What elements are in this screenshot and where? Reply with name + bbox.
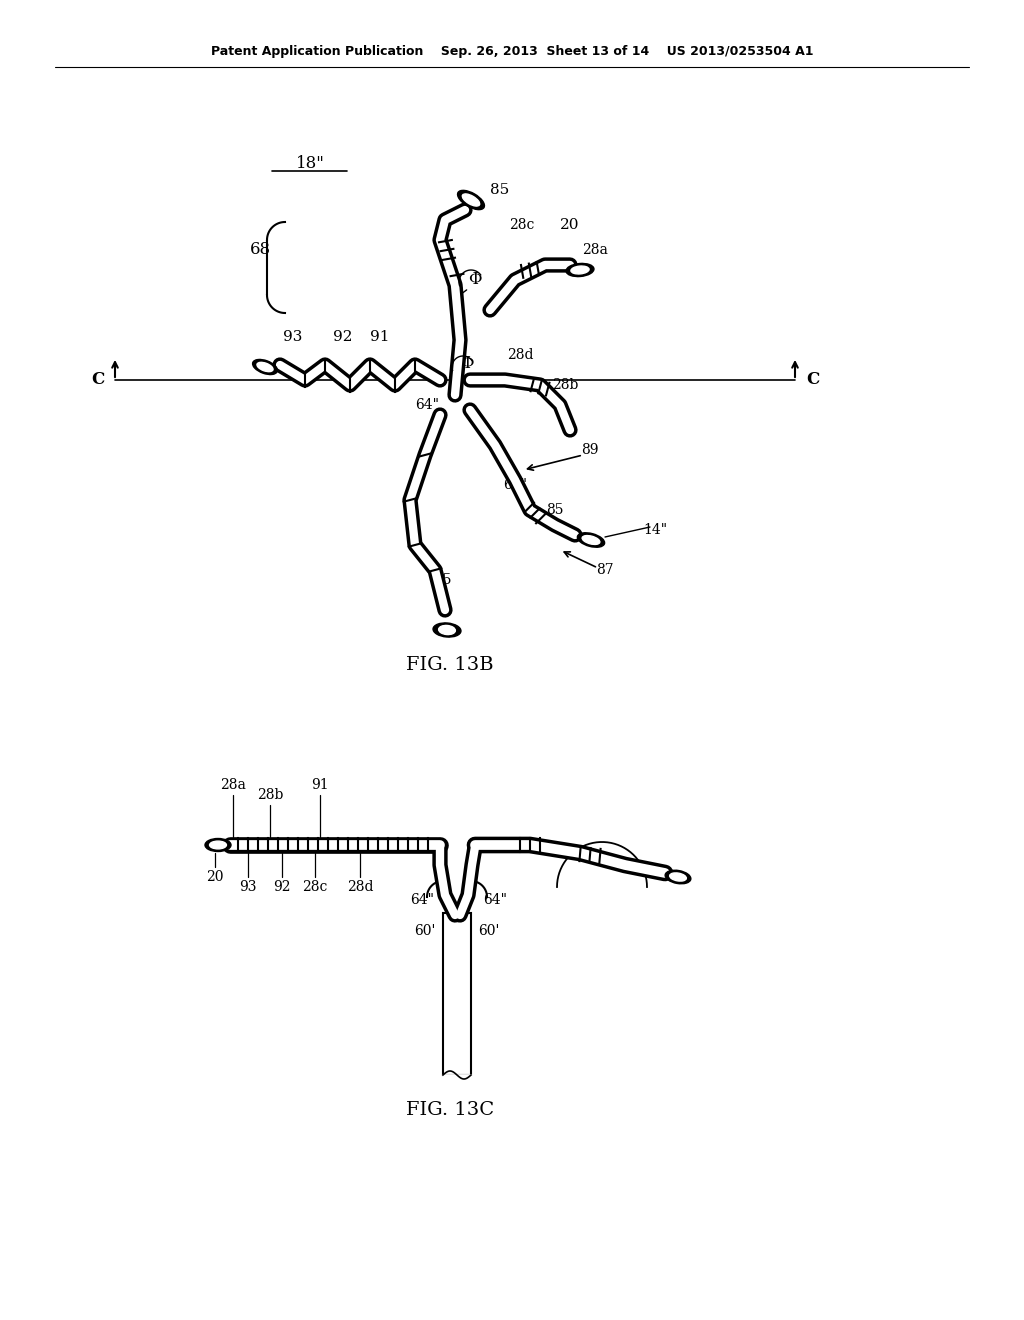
Text: 93: 93	[240, 880, 257, 894]
Text: 28d: 28d	[507, 348, 534, 362]
Ellipse shape	[583, 536, 600, 544]
Text: 64": 64"	[483, 894, 507, 907]
Text: 28c: 28c	[509, 218, 535, 232]
Text: 68: 68	[250, 242, 270, 259]
Text: 28a: 28a	[220, 777, 246, 792]
Ellipse shape	[666, 870, 691, 884]
FancyBboxPatch shape	[443, 913, 471, 1074]
Text: FIG. 13C: FIG. 13C	[406, 1101, 494, 1119]
Text: 92: 92	[273, 880, 291, 894]
Text: 64": 64"	[410, 894, 434, 907]
Text: 92: 92	[333, 330, 352, 345]
Text: 18": 18"	[296, 154, 325, 172]
Text: C: C	[806, 371, 819, 388]
Ellipse shape	[257, 362, 273, 372]
Text: 20: 20	[560, 218, 580, 232]
Ellipse shape	[253, 359, 278, 375]
Ellipse shape	[205, 838, 231, 851]
Text: 28c: 28c	[302, 880, 328, 894]
Text: 60': 60'	[478, 924, 500, 939]
Text: 28d: 28d	[347, 880, 374, 894]
Text: 28b: 28b	[552, 378, 579, 392]
Ellipse shape	[578, 533, 604, 548]
Ellipse shape	[210, 841, 226, 849]
Text: 91: 91	[371, 330, 390, 345]
Ellipse shape	[458, 190, 484, 210]
Ellipse shape	[571, 267, 589, 275]
Ellipse shape	[670, 873, 686, 882]
Text: 85: 85	[434, 573, 452, 587]
Text: 85: 85	[490, 183, 510, 197]
Text: 28a: 28a	[582, 243, 608, 257]
Text: 89: 89	[582, 444, 599, 457]
Text: C: C	[91, 371, 104, 388]
Text: 91: 91	[311, 777, 329, 792]
Text: 64": 64"	[415, 399, 439, 412]
Text: 93: 93	[284, 330, 303, 345]
Text: 60': 60'	[415, 924, 435, 939]
Text: 28b: 28b	[257, 788, 284, 803]
Text: 87: 87	[596, 564, 613, 577]
Ellipse shape	[462, 194, 479, 206]
Text: Φ: Φ	[460, 355, 474, 371]
Text: 64": 64"	[503, 478, 527, 492]
Text: 14": 14"	[643, 523, 667, 537]
Text: Φ: Φ	[468, 272, 481, 289]
Ellipse shape	[566, 264, 594, 277]
Text: FIG. 13B: FIG. 13B	[407, 656, 494, 675]
Text: Patent Application Publication    Sep. 26, 2013  Sheet 13 of 14    US 2013/02535: Patent Application Publication Sep. 26, …	[211, 45, 813, 58]
Text: 20: 20	[206, 870, 224, 884]
Text: 85: 85	[546, 503, 564, 517]
Ellipse shape	[438, 626, 456, 635]
Ellipse shape	[433, 623, 461, 638]
